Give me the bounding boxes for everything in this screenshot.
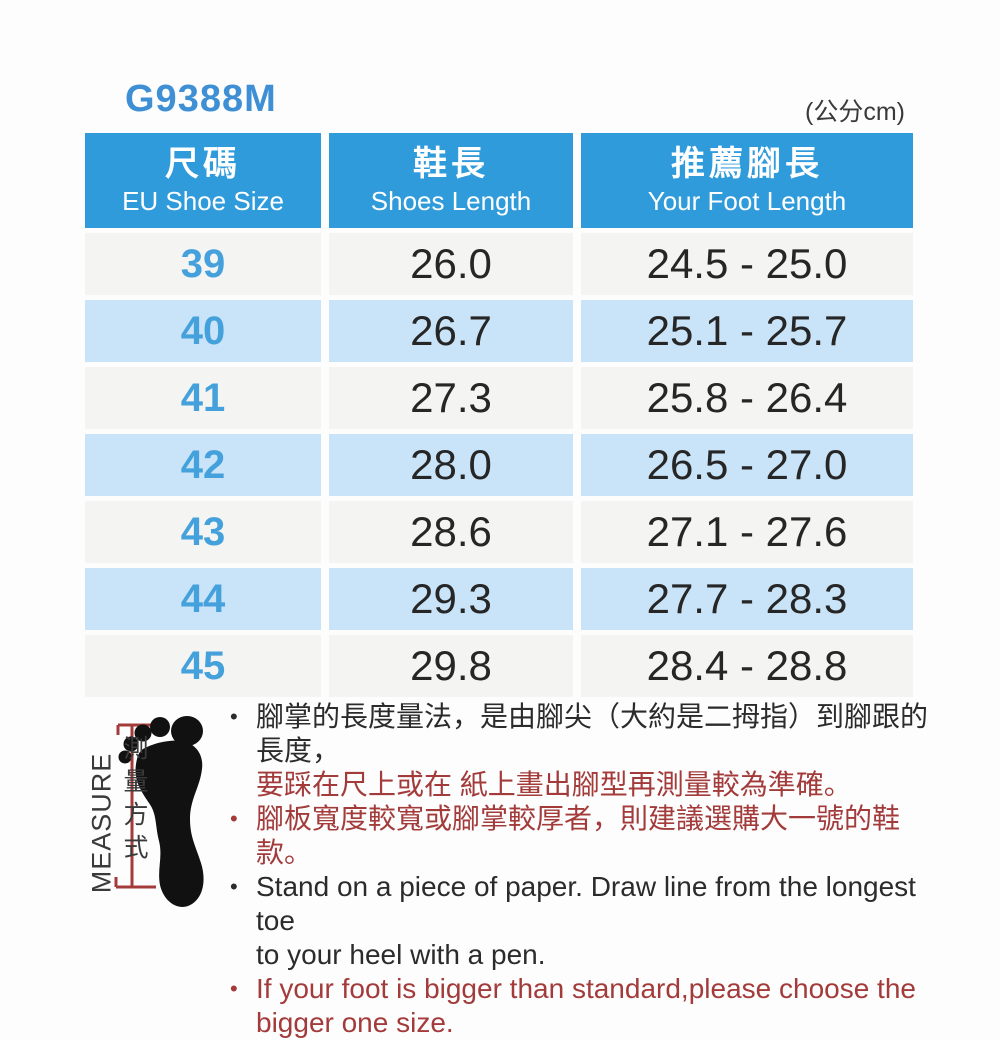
measure-label-zh: 測量方式 (120, 735, 148, 867)
size-cell: 44 (85, 568, 321, 630)
product-code-title: G9388M (125, 78, 277, 120)
length-cell: 27.3 (329, 367, 573, 429)
footprint-measure-illustration (114, 716, 204, 907)
column-header-en: Your Foot Length (647, 185, 847, 216)
note-line: 要踩在尺上或在 紙上畫出腳型再測量較為準確。 (256, 769, 852, 800)
column-header-zh: 推薦腳長 (671, 144, 823, 183)
note-lines: 腳板寬度較寬或腳掌較厚者，則建議選購大一號的鞋款。 (256, 802, 928, 870)
range-cell: 25.8 - 26.4 (581, 367, 913, 429)
note-line: Stand on a piece of paper. Draw line fro… (256, 871, 916, 936)
bullet-icon: • (230, 874, 238, 899)
range-cell: 27.7 - 28.3 (581, 568, 913, 630)
unit-label: (公分cm) (805, 98, 905, 126)
note-line: 腳板寬度較寬或腳掌較厚者，則建議選購大一號的鞋款。 (256, 803, 901, 868)
size-cell: 41 (85, 367, 321, 429)
range-cell: 27.1 - 27.6 (581, 501, 913, 563)
note-line: bigger one size. (256, 1007, 454, 1038)
column-header-shoes-length: 鞋長 Shoes Length (329, 133, 573, 228)
length-cell: 28.0 (329, 434, 573, 496)
size-table: 尺碼 EU Shoe Size 鞋長 Shoes Length 推薦腳長 You… (85, 133, 913, 697)
column-header-foot-length: 推薦腳長 Your Foot Length (581, 133, 913, 228)
length-cell: 26.7 (329, 300, 573, 362)
footprint-icon (118, 716, 204, 907)
size-cell: 39 (85, 233, 321, 295)
range-cell: 24.5 - 25.0 (581, 233, 913, 295)
note-lines: 腳掌的長度量法，是由腳尖（大約是二拇指）到腳跟的長度， 要踩在尺上或在 紙上畫出腳… (256, 700, 928, 802)
size-chart-page: G9388M (公分cm) 尺碼 EU Shoe Size 鞋長 Shoes L… (80, 78, 928, 1038)
length-cell: 26.0 (329, 233, 573, 295)
size-cell: 40 (85, 300, 321, 362)
column-header-eu-size: 尺碼 EU Shoe Size (85, 133, 321, 228)
note-item: • If your foot is bigger than standard,pl… (228, 972, 928, 1040)
column-header-zh: 尺碼 (165, 144, 241, 183)
note-item: • Stand on a piece of paper. Draw line fr… (228, 870, 928, 972)
column-header-zh: 鞋長 (413, 144, 489, 183)
note-line: 腳掌的長度量法，是由腳尖（大約是二拇指）到腳跟的長度， (256, 701, 929, 766)
range-cell: 28.4 - 28.8 (581, 635, 913, 697)
bullet-icon: • (230, 704, 238, 729)
size-cell: 45 (85, 635, 321, 697)
note-line: If your foot is bigger than standard,ple… (256, 973, 916, 1004)
size-cell: 42 (85, 434, 321, 496)
length-cell: 28.6 (329, 501, 573, 563)
note-item: • 腳板寬度較寬或腳掌較厚者，則建議選購大一號的鞋款。 (228, 802, 928, 870)
note-lines: If your foot is bigger than standard,ple… (256, 972, 928, 1040)
column-header-en: EU Shoe Size (122, 185, 284, 216)
length-cell: 29.3 (329, 568, 573, 630)
range-cell: 25.1 - 25.7 (581, 300, 913, 362)
note-line: to your heel with a pen. (256, 939, 546, 970)
measurement-notes: • 腳掌的長度量法，是由腳尖（大約是二拇指）到腳跟的長度， 要踩在尺上或在 紙上畫出… (228, 700, 928, 1040)
note-item: • 腳掌的長度量法，是由腳尖（大約是二拇指）到腳跟的長度， 要踩在尺上或在 紙上畫出… (228, 700, 928, 802)
column-header-en: Shoes Length (370, 185, 532, 216)
range-cell: 26.5 - 27.0 (581, 434, 913, 496)
measure-graphic: MEASURE 測量方式 (80, 695, 230, 940)
bullet-icon: • (230, 976, 238, 1001)
note-lines: Stand on a piece of paper. Draw line fro… (256, 870, 928, 972)
size-cell: 43 (85, 501, 321, 563)
bullet-icon: • (230, 806, 238, 831)
length-cell: 29.8 (329, 635, 573, 697)
measure-label-en: MEASURE (86, 752, 117, 894)
dimension-line-icon (114, 723, 156, 889)
